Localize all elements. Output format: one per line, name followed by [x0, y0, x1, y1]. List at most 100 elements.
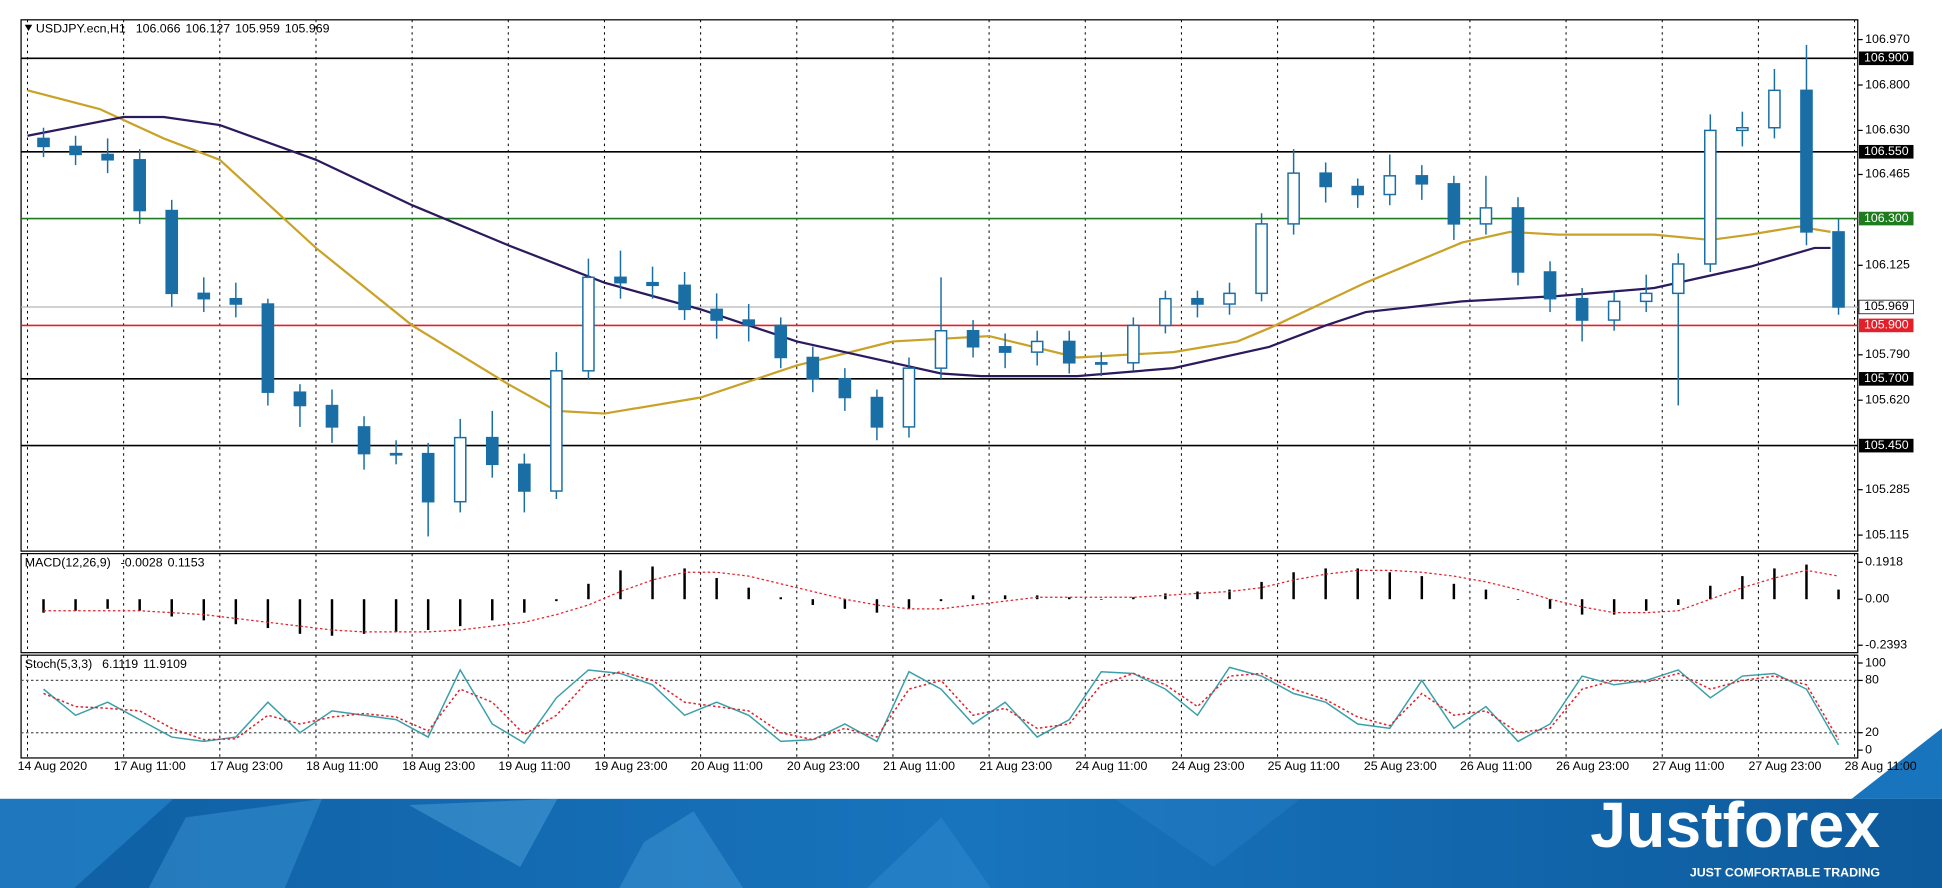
x-tick-label: 18 Aug 23:00 [402, 759, 475, 773]
macd-bar [330, 599, 334, 636]
candle-body [453, 436, 467, 503]
level-label: 106.550 [1864, 144, 1909, 158]
x-tick-label: 28 Aug 11:00 [1845, 759, 1917, 773]
corner-decoration [1851, 728, 1942, 799]
candle-body [1415, 175, 1429, 185]
macd-bar [1677, 599, 1680, 605]
level-label: 105.700 [1864, 371, 1909, 385]
indicator-header: Stoch(5,3,3) 6.1119 11.9109 [25, 657, 187, 671]
candle-body [998, 346, 1012, 353]
level-label-box [1859, 211, 1914, 226]
last-price-label: 105.969 [1864, 299, 1909, 313]
candle-body [1800, 89, 1813, 233]
candle-body [774, 324, 788, 359]
footer-banner: Justforex JUST COMFORTABLE TRADING [0, 789, 1942, 888]
panel-frame [20, 552, 1859, 654]
level-label: 106.300 [1864, 211, 1909, 225]
candle-body [550, 370, 563, 492]
macd-bar [106, 599, 109, 609]
macd-bar [74, 599, 77, 611]
candle-body [646, 281, 659, 287]
brand-logo: Justforex [1590, 789, 1880, 861]
macd-bar [1260, 581, 1263, 600]
footer-shape [408, 798, 558, 867]
macd-bar [1003, 595, 1007, 600]
x-tick-label: 20 Aug 23:00 [787, 759, 860, 773]
macd-bar [1805, 564, 1808, 600]
panel-frame [20, 19, 1859, 552]
indicator-value: 106.127 [185, 22, 230, 36]
x-tick-label: 24 Aug 11:00 [1075, 759, 1147, 773]
y-tick-label: 106.630 [1865, 123, 1910, 137]
macd-bar [1420, 576, 1424, 600]
macd-bar [1709, 585, 1712, 600]
indicator-name: Stoch(5,3,3) [25, 657, 92, 671]
y-tick-label: 105.790 [1865, 347, 1910, 361]
macd-bar [1132, 597, 1135, 600]
level-label-box [1859, 318, 1914, 333]
macd-bar [843, 599, 847, 609]
candle-body [1127, 324, 1140, 364]
macd-bar [138, 599, 141, 611]
macd-bar [266, 599, 270, 629]
candle-body [69, 145, 82, 156]
macd-bar [491, 599, 494, 621]
macd-bar [1644, 599, 1648, 611]
symbol-menu-icon [24, 24, 33, 31]
candle-body [421, 452, 435, 503]
candle-body [870, 396, 884, 428]
y-tick-label: 105.285 [1865, 482, 1910, 496]
x-tick-label: 17 Aug 11:00 [114, 759, 186, 773]
last-price-box [1858, 299, 1914, 315]
footer-shape [1114, 798, 1301, 867]
macd-bar [458, 599, 462, 627]
candle-body [1223, 292, 1236, 305]
candle-body [934, 330, 948, 369]
macd-bar [234, 599, 238, 625]
candle-body [678, 284, 691, 311]
footer-shape [0, 798, 174, 888]
y-tick-label: 80 [1865, 673, 1879, 687]
y-tick-label: 100 [1865, 655, 1886, 669]
brand-tagline: JUST COMFORTABLE TRADING [1690, 865, 1880, 879]
macd-bar [1067, 597, 1071, 600]
candle-body [902, 367, 916, 428]
y-tick-label: 105.620 [1865, 392, 1910, 406]
candle-body [1319, 172, 1332, 188]
x-tick-label: 19 Aug 23:00 [595, 759, 668, 773]
level-label: 106.900 [1864, 51, 1909, 65]
macd-bar [1741, 576, 1744, 600]
indicator-header: USDJPY.ecn,H1 106.066 106.127 105.959 105.96… [36, 22, 330, 36]
y-tick-label: 0.1918 [1865, 555, 1903, 569]
candle-body [357, 426, 371, 455]
macd-bar [523, 599, 526, 613]
x-tick-label: 26 Aug 23:00 [1556, 759, 1629, 773]
candle-body [1383, 175, 1397, 196]
indicator-value: 106.066 [136, 22, 181, 36]
candle-body [966, 330, 980, 348]
candle-body [261, 303, 275, 393]
candle-body [1030, 340, 1044, 353]
macd-bar [394, 599, 398, 632]
x-tick-label: 27 Aug 11:00 [1652, 759, 1724, 773]
macd-bar [42, 599, 45, 613]
candle-body [1447, 183, 1461, 225]
candle-body [485, 436, 499, 466]
indicator-value: 11.9109 [143, 657, 187, 671]
y-tick-label: 20 [1865, 725, 1879, 739]
macd-bar [1837, 589, 1840, 600]
x-tick-label: 25 Aug 23:00 [1364, 759, 1437, 773]
candle-body [293, 391, 307, 407]
x-tick-label: 19 Aug 11:00 [498, 759, 570, 773]
macd-bar [1516, 599, 1520, 600]
y-tick-label: 106.970 [1865, 32, 1910, 46]
candle-body [197, 292, 211, 300]
candle-body [582, 276, 595, 372]
macd-bar [811, 599, 815, 605]
level-label-box [1859, 438, 1914, 453]
level-label: 105.900 [1864, 318, 1909, 332]
indicator-value: 105.969 [285, 22, 330, 36]
candle-body [1575, 297, 1589, 321]
